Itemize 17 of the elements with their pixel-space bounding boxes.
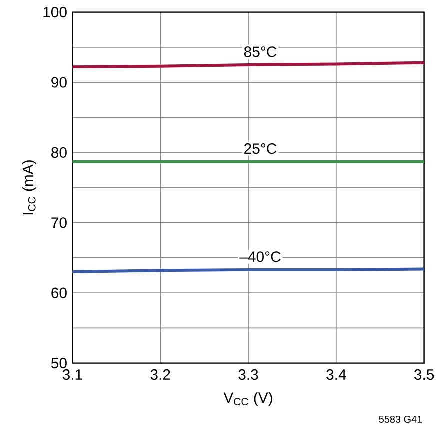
series-label: 85°C [244, 46, 277, 58]
y-tick-label: 60 [52, 288, 67, 298]
x-tick-label: 3.2 [150, 369, 170, 380]
series-label: 25°C [244, 144, 277, 154]
y-axis-title: I$_{CC}$ (mA) [22, 160, 36, 215]
text: 5583 G41 [379, 416, 422, 423]
x-tick-label: 3.5 [414, 369, 434, 380]
x-axis-title: V$_{CC}$ (V) [224, 392, 272, 406]
x-tick-label: 3.1 [62, 369, 82, 380]
y-tick-label: 80 [52, 147, 67, 158]
y-tick-label: 70 [52, 218, 67, 228]
x-tick-label: 3.4 [326, 369, 346, 380]
y-tick-label: 50 [51, 358, 67, 369]
x-tick-label: 3.3 [238, 369, 258, 380]
y-tick-label: 90 [52, 77, 67, 88]
y-tick-label: 100 [44, 7, 67, 18]
series-label: –40°C [240, 252, 281, 262]
